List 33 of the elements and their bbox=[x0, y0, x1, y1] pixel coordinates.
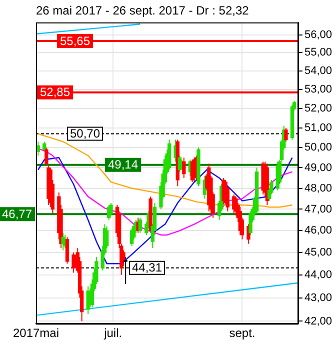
y-tick-label: 48,00 bbox=[304, 182, 332, 194]
ref-line-label: 55,65 bbox=[60, 34, 90, 48]
candlestick bbox=[109, 202, 113, 216]
y-tick-label: 52,00 bbox=[304, 102, 332, 115]
x-tick-label: 2017mai bbox=[12, 326, 60, 340]
y-tick-label: 42,00 bbox=[304, 315, 332, 328]
y-tick-label: 43,00 bbox=[304, 292, 332, 304]
candlestick bbox=[138, 217, 142, 234]
y-tick-label: 50,00 bbox=[304, 142, 332, 154]
y-tick-label: 55,00 bbox=[304, 46, 332, 59]
candlestick bbox=[122, 250, 126, 266]
x-tick-label: sept. bbox=[229, 326, 256, 340]
ref-line-label: 46,77 bbox=[2, 206, 32, 221]
ref-line-label: 50,70 bbox=[70, 126, 100, 141]
candlestick bbox=[182, 157, 186, 178]
x-tick-label: juil. bbox=[103, 326, 122, 340]
candlestick bbox=[284, 127, 288, 142]
y-tick-label: 45,00 bbox=[304, 246, 332, 259]
candlestick bbox=[248, 210, 252, 236]
y-tick-label: 47,00 bbox=[304, 203, 332, 216]
y-tick-label: 56,00 bbox=[304, 28, 332, 41]
candlestick bbox=[65, 236, 70, 264]
chart-title: 26 mai 2017 - 26 sept. 2017 - Dr : 52,32 bbox=[36, 4, 250, 18]
ref-line-label: 49,14 bbox=[108, 158, 138, 172]
y-tick-label: 51,00 bbox=[304, 122, 332, 134]
ref-line-label: 52,85 bbox=[40, 85, 70, 100]
y-tick-label: 46,00 bbox=[304, 224, 332, 237]
y-tick-label: 44,00 bbox=[304, 268, 332, 281]
y-tick-label: 49,00 bbox=[304, 162, 332, 174]
ref-line-label: 44,31 bbox=[132, 260, 162, 275]
y-tick-label: 54,00 bbox=[304, 65, 332, 78]
candlestick bbox=[44, 147, 48, 166]
y-tick-label: 53,00 bbox=[304, 84, 332, 96]
